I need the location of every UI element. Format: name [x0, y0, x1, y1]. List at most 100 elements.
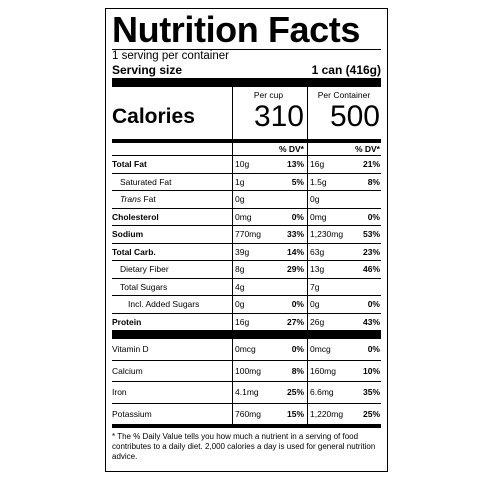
container-dv: 25%	[362, 408, 380, 419]
medium-divider	[112, 139, 381, 143]
nutrient-row-potassium: Potassium 760mg 15% 1,220mg 25%	[112, 402, 381, 424]
container-amount: 63g	[307, 243, 345, 260]
nutrient-name: Trans Fat	[112, 191, 232, 208]
calories-container-value: 500	[329, 100, 380, 133]
nutrient-row-total-carb: Total Carb. 39g 14% 63g 23%	[112, 242, 381, 260]
nutrient-name: Incl. Added Sugars	[128, 299, 200, 309]
cup-amount: 0mcg	[232, 339, 270, 360]
nutrient-row-trans-fat: Trans Fat 0g 0g	[112, 190, 381, 208]
serving-size-label: Serving size	[112, 63, 183, 77]
serving-size-row: Serving size 1 can (416g)	[112, 63, 381, 78]
dv-header-row: % DV* % DV*	[112, 143, 381, 155]
cup-amount: 100mg	[232, 360, 270, 381]
nutrient-name: Protein	[112, 316, 142, 327]
nutrient-name: Total Carb.	[112, 246, 156, 257]
calories-cup-value: 310	[253, 100, 304, 133]
cup-dv: 0%	[291, 344, 304, 354]
container-amount: 0g	[307, 191, 345, 208]
servings-per-container: 1 serving per container	[112, 50, 229, 62]
cup-dv	[270, 191, 307, 208]
nutrient-row-iron: Iron 4.1mg 25% 6.6mg 35%	[112, 381, 381, 403]
dv-header-cup: % DV*	[232, 143, 307, 155]
divider	[112, 49, 381, 50]
nutrient-name: Calcium	[112, 365, 143, 376]
nutrient-row-calcium: Calcium 100mg 8% 160mg 10%	[112, 359, 381, 381]
nutrient-row-saturated-fat: Saturated Fat 1g 5% 1.5g 8%	[112, 172, 381, 190]
cup-dv	[270, 279, 307, 296]
col-header-container: Per Container	[317, 90, 371, 100]
calories-container-col: Per Container 500	[307, 87, 383, 139]
nutrient-row-total-sugars: Total Sugars 4g 7g	[112, 277, 381, 296]
container-dv: 0%	[367, 344, 380, 354]
cup-dv: 8%	[291, 365, 304, 376]
col-header-cup: Per cup	[253, 90, 284, 100]
container-dv	[345, 191, 383, 208]
cup-amount: 0mg	[232, 208, 270, 225]
nutrient-row-vitamin-d: Vitamin D 0mcg 0% 0mcg 0%	[112, 339, 381, 360]
thick-divider	[112, 330, 381, 339]
nutrient-name-rest: Fat	[141, 194, 156, 204]
container-dv: 0%	[367, 211, 380, 222]
container-amount: 160mg	[307, 360, 345, 381]
container-amount: 1.5g	[307, 173, 345, 190]
cup-amount: 760mg	[232, 403, 270, 424]
container-amount: 1,220mg	[307, 403, 345, 424]
dv-header-container: % DV*	[307, 143, 383, 155]
cup-dv: 33%	[286, 229, 304, 239]
nutrient-row-sodium: Sodium 770mg 33% 1,230mg 53%	[112, 225, 381, 243]
container-amount: 1,230mg	[307, 226, 345, 243]
container-dv: 35%	[362, 387, 380, 397]
cup-dv: 5%	[291, 176, 304, 187]
cup-amount: 4g	[232, 278, 270, 295]
medium-divider	[112, 424, 381, 428]
container-amount: 6.6mg	[307, 382, 345, 403]
nutrient-name: Total Fat	[112, 159, 147, 169]
cup-amount: 16g	[232, 313, 270, 330]
container-amount: 7g	[307, 278, 345, 295]
cup-dv: 13%	[286, 159, 304, 169]
nutrient-name: Saturated Fat	[120, 176, 172, 187]
nutrient-row-added-sugars: Incl. Added Sugars 0g 0% 0g 0%	[112, 295, 381, 313]
container-dv: 10%	[362, 365, 380, 376]
container-dv: 46%	[362, 264, 380, 274]
container-amount: 13g	[307, 261, 345, 278]
nutrient-name: Iron	[112, 387, 127, 397]
cup-dv: 0%	[291, 299, 304, 309]
nutrient-row-dietary-fiber: Dietary Fiber 8g 29% 13g 46%	[112, 260, 381, 278]
container-amount: 0mg	[307, 208, 345, 225]
nutrient-name: Sodium	[112, 229, 144, 239]
container-dv: 23%	[362, 246, 380, 257]
footnote: * The % Daily Value tells you how much a…	[112, 432, 376, 461]
thick-divider	[112, 78, 381, 87]
cup-dv: 0%	[291, 211, 304, 222]
cup-amount: 1g	[232, 173, 270, 190]
panel-title: Nutrition Facts	[112, 9, 361, 50]
cup-amount: 0g	[232, 296, 270, 313]
container-amount: 0mcg	[307, 339, 345, 360]
cup-dv: 27%	[286, 316, 304, 327]
nutrient-name-italic: Trans	[120, 194, 142, 204]
calories-row: Calories Per cup 310 Per Container 500	[112, 87, 381, 139]
container-dv: 8%	[367, 176, 380, 187]
micronutrient-table: Vitamin D 0mcg 0% 0mcg 0% Calcium 100mg …	[112, 339, 381, 424]
calories-cup-col: Per cup 310	[232, 87, 307, 139]
nutrient-row-total-fat: Total Fat 10g 13% 16g 21%	[112, 155, 381, 173]
nutrient-row-protein: Protein 16g 27% 26g 43%	[112, 312, 381, 330]
container-dv: 43%	[362, 316, 380, 327]
serving-size-value: 1 can (416g)	[311, 63, 381, 77]
calories-label: Calories	[112, 105, 195, 128]
container-dv: 0%	[367, 299, 380, 309]
container-dv: 21%	[362, 159, 380, 169]
cup-amount: 8g	[232, 261, 270, 278]
cup-amount: 39g	[232, 243, 270, 260]
dv-header-spacer	[112, 143, 232, 155]
cup-amount: 4.1mg	[232, 382, 270, 403]
nutrient-name: Cholesterol	[112, 211, 159, 222]
container-amount: 26g	[307, 313, 345, 330]
cup-dv: 25%	[286, 387, 304, 397]
nutrient-row-cholesterol: Cholesterol 0mg 0% 0mg 0%	[112, 207, 381, 225]
nutrition-facts-panel: Nutrition Facts 1 serving per container …	[105, 8, 388, 472]
nutrient-table: Total Fat 10g 13% 16g 21% Saturated Fat …	[112, 155, 381, 330]
cup-amount: 0g	[232, 191, 270, 208]
nutrient-name: Dietary Fiber	[120, 264, 169, 274]
